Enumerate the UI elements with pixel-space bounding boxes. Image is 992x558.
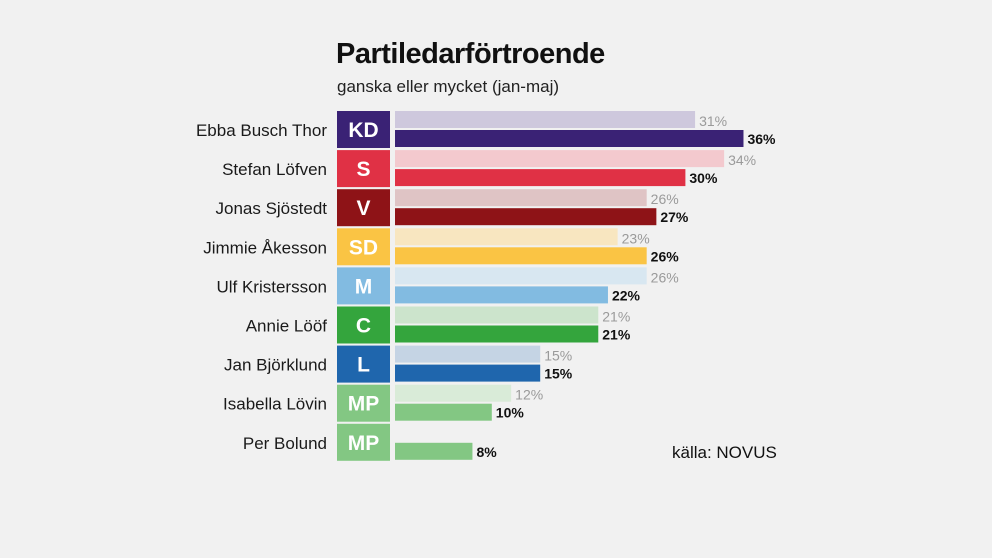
party-badge [337, 384, 390, 422]
bar-maj [395, 169, 686, 187]
value-label-jan: 15% [544, 348, 572, 364]
value-label-jan: 21% [602, 309, 630, 325]
bar-jan [395, 189, 647, 207]
value-label-maj: 30% [689, 170, 718, 186]
bar-maj [395, 130, 744, 147]
bar-jan [395, 306, 599, 324]
party-badge-label: M [355, 275, 373, 298]
party-badge-label: L [357, 354, 370, 377]
bar-maj [395, 286, 608, 304]
party-badge-label: C [356, 315, 371, 338]
value-label-maj: 15% [544, 366, 573, 382]
party-badge-label: V [356, 197, 370, 220]
value-label-maj: 21% [602, 327, 631, 343]
leader-name: Jimmie Åkesson [203, 238, 327, 257]
bar-jan [395, 150, 725, 168]
value-label-jan: 26% [651, 191, 679, 207]
bar-maj [395, 364, 541, 382]
leader-name: Ulf Kristersson [216, 277, 327, 296]
leader-name: Isabella Lövin [223, 395, 327, 414]
value-label-jan: 23% [622, 230, 650, 246]
bar-maj [395, 403, 492, 421]
leader-name: Per Bolund [243, 434, 327, 453]
party-badge [337, 150, 390, 188]
value-label-jan: 31% [699, 113, 727, 129]
value-label-jan: 26% [651, 269, 679, 285]
bar-jan [395, 345, 541, 363]
party-badge [337, 228, 390, 266]
value-label-maj: 26% [651, 248, 680, 264]
leader-name: Ebba Busch Thor [196, 121, 327, 140]
value-label-maj: 8% [476, 444, 497, 460]
chart-title: Partiledarförtroende [336, 38, 605, 70]
value-label-maj: 27% [660, 209, 689, 225]
party-badge-label: MP [348, 393, 380, 416]
value-label-maj: 36% [747, 131, 776, 147]
party-badge [337, 111, 390, 148]
chart-subtitle: ganska eller mycket (jan-maj) [337, 77, 560, 96]
bar-jan [395, 267, 647, 285]
bar-jan [395, 111, 696, 128]
bar-maj [395, 208, 657, 226]
party-badge-label: SD [349, 236, 378, 259]
party-badge-label: KD [348, 119, 378, 142]
value-label-maj: 10% [496, 405, 525, 421]
leader-name: Jonas Sjöstedt [215, 199, 327, 218]
party-badge-label: MP [348, 432, 380, 455]
party-badge [337, 267, 390, 305]
value-label-jan: 12% [515, 387, 543, 403]
party-badge [337, 189, 390, 227]
leader-name: Annie Lööf [246, 317, 328, 336]
bar-maj [395, 442, 473, 460]
bar-maj [395, 247, 647, 265]
value-label-maj: 22% [612, 287, 641, 303]
source-label: källa: NOVUS [672, 443, 777, 462]
bar-jan [395, 228, 618, 246]
party-badge [337, 423, 390, 461]
leader-name: Jan Björklund [224, 356, 327, 375]
party-badge [337, 345, 390, 383]
bar-maj [395, 325, 599, 343]
value-label-jan: 34% [728, 152, 756, 168]
party-badge [337, 306, 390, 344]
leader-name: Stefan Löfven [222, 160, 327, 179]
party-badge-label: S [356, 158, 370, 181]
bar-jan [395, 384, 512, 402]
